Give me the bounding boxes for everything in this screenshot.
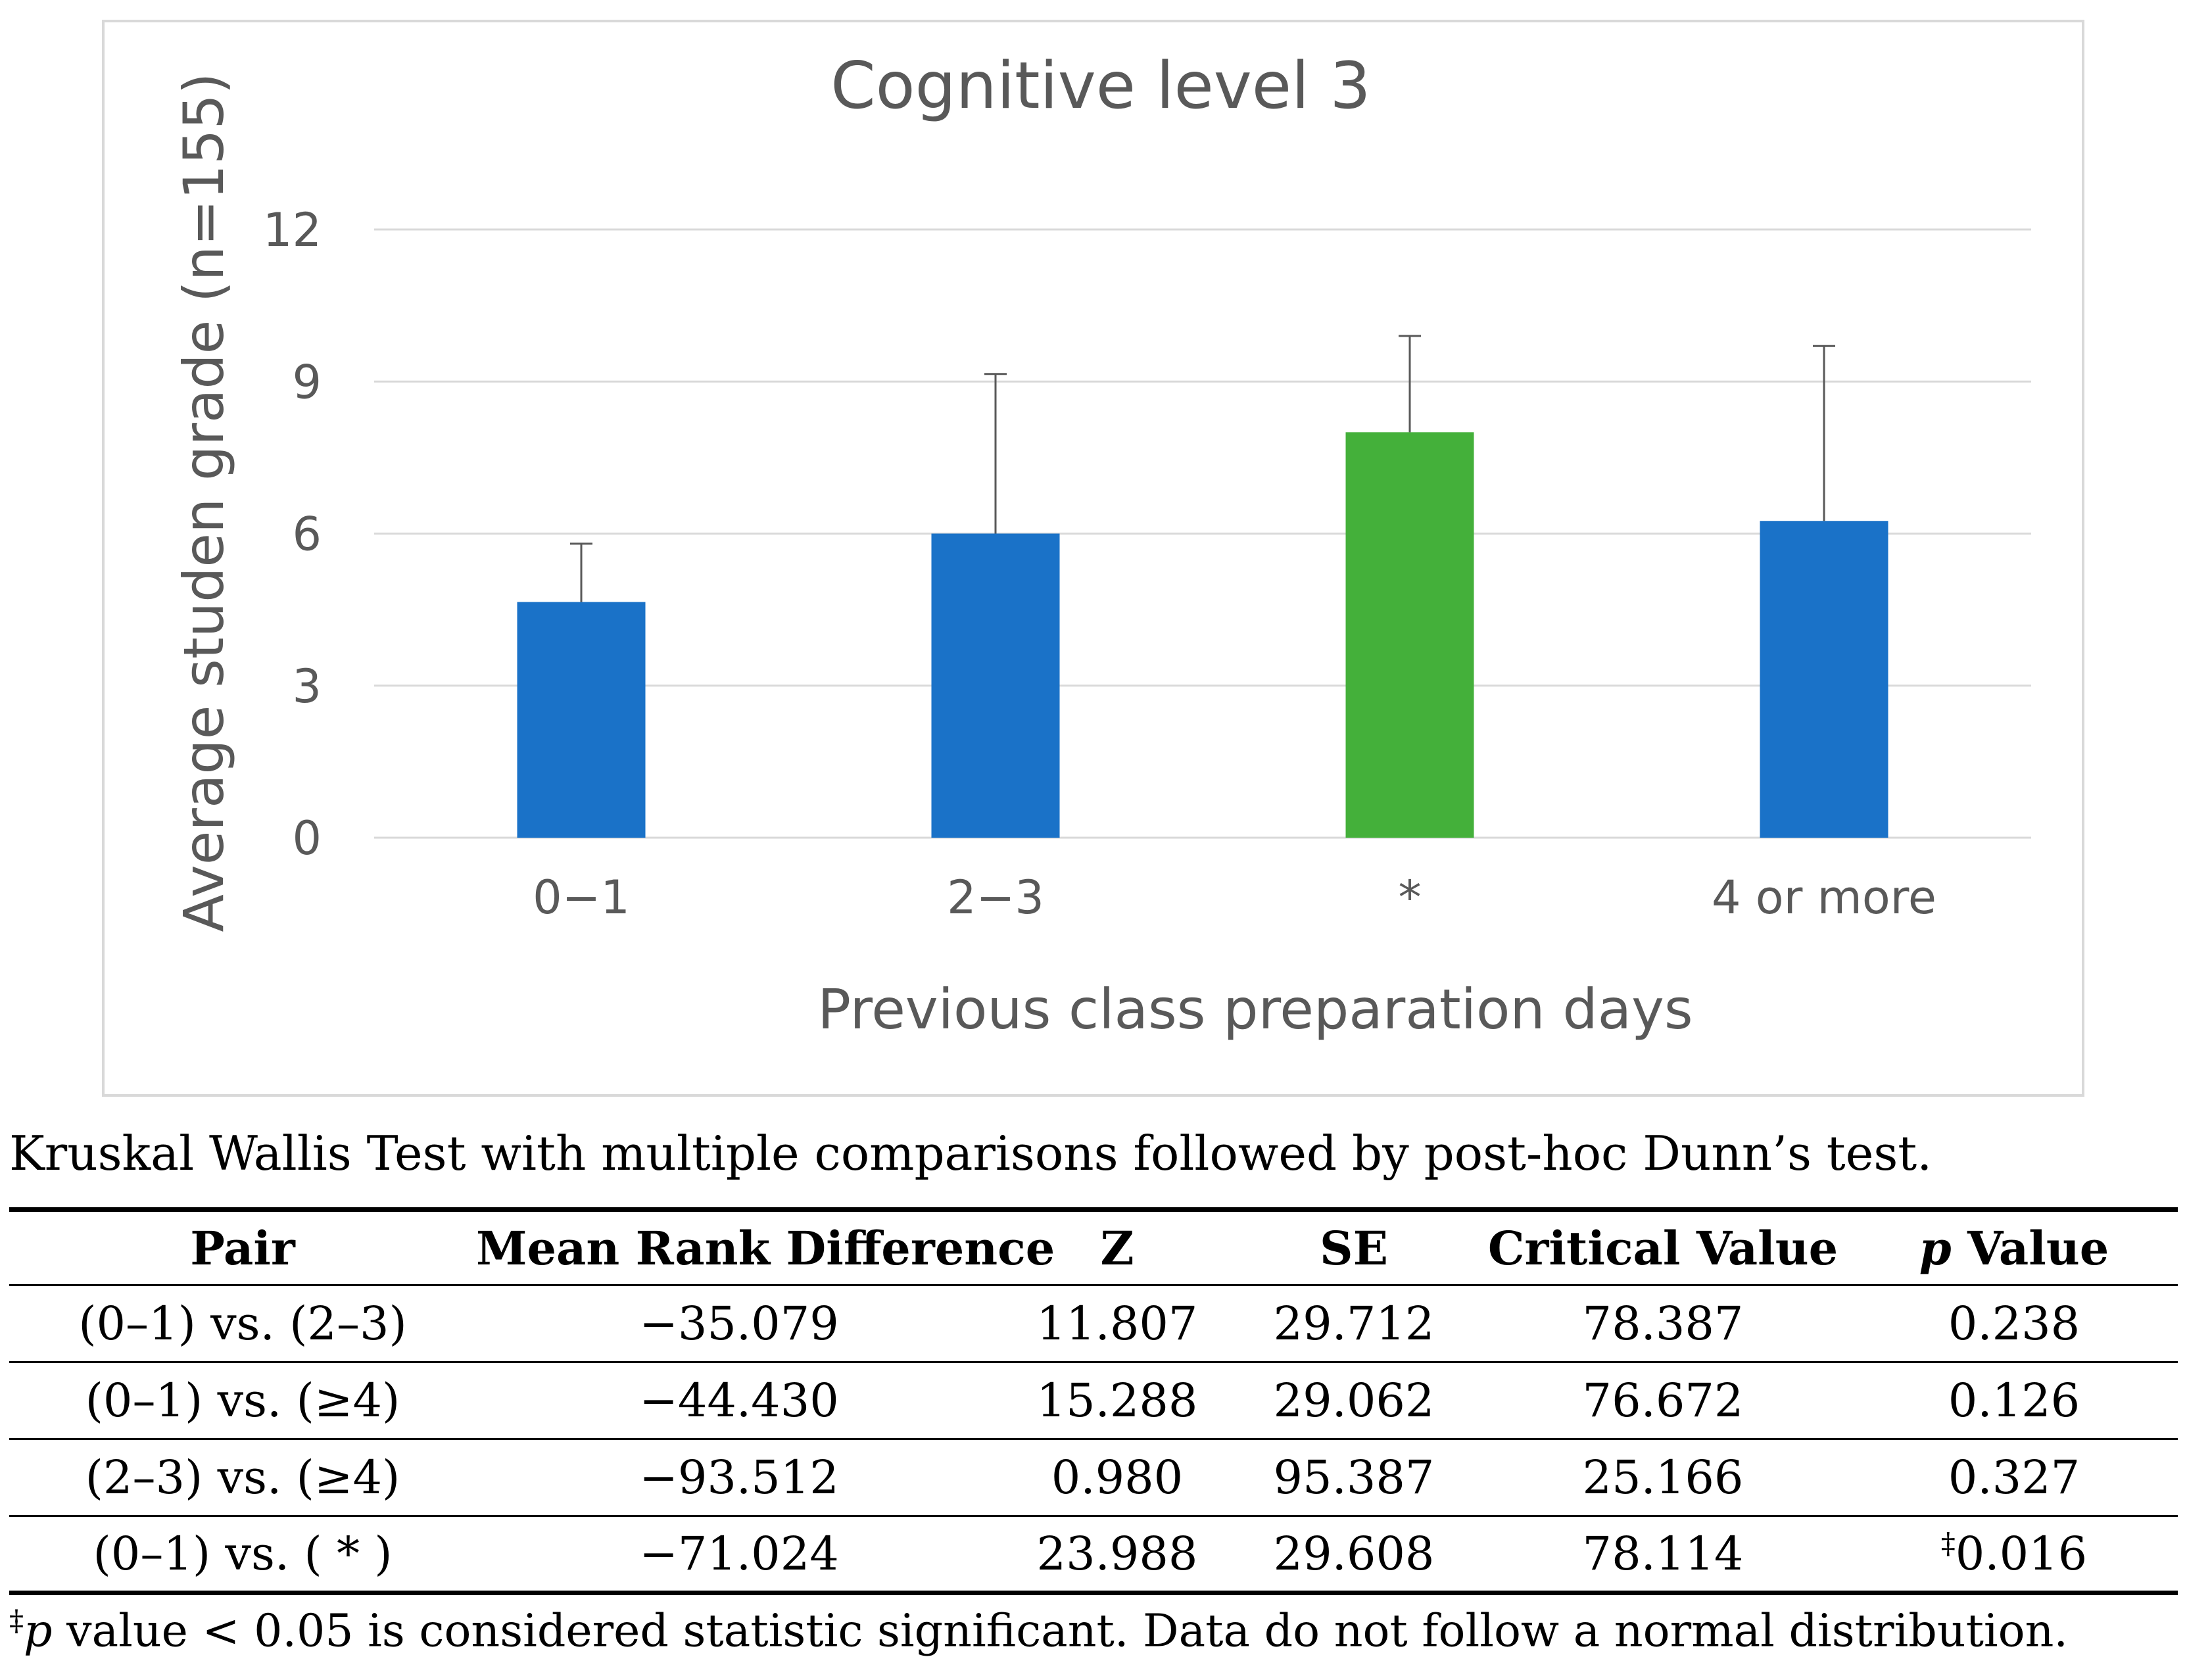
cell-se: 29.608: [1232, 1516, 1476, 1595]
p-value-text: 0.238: [1948, 1297, 2080, 1351]
bar: [1760, 521, 1888, 838]
gridlines: [374, 228, 2031, 839]
cell-mean-rank-difference: −71.024: [476, 1516, 1002, 1595]
cell-pair: (0–1) vs. (≥4): [9, 1362, 476, 1440]
header-critical-value: Critical Value: [1476, 1207, 1850, 1286]
footnote-p: p: [24, 1605, 53, 1658]
p-value-text: 0.016: [1955, 1527, 2088, 1581]
y-tick-labels: 0 3 6 9 12: [263, 203, 322, 865]
cell-pair: (2–3) vs. (≥4): [9, 1439, 476, 1517]
significance-mark: ‡: [1940, 1527, 1956, 1561]
cell-mean-rank-difference: −35.079: [476, 1285, 1002, 1363]
x-tick-label: 0−1: [533, 871, 630, 924]
bar: [931, 533, 1060, 838]
cell-pair: (0–1) vs. ( * ): [9, 1516, 476, 1595]
cell-z: 15.288: [1002, 1362, 1232, 1440]
cell-critical-value: 76.672: [1476, 1362, 1850, 1440]
cell-pair: (0–1) vs. (2–3): [9, 1285, 476, 1363]
cell-se: 29.712: [1232, 1285, 1476, 1363]
cell-p-value: ‡0.016: [1850, 1516, 2178, 1595]
bar-chart: Cognitive level 3 0 3 6 9 12 0−1 2−3 * 4 or mor…: [172, 49, 2031, 1042]
cell-z: 11.807: [1002, 1285, 1232, 1363]
footnote: ‡p value < 0.05 is considered statistic …: [9, 1604, 2068, 1658]
table-header-row: Pair Mean Rank Difference Z SE Critical …: [9, 1207, 2178, 1286]
cell-p-value: 0.327: [1850, 1439, 2178, 1517]
cell-mean-rank-difference: −44.430: [476, 1362, 1002, 1440]
x-tick-label: 2−3: [947, 871, 1044, 924]
y-axis-title: Average studen grade (n=155): [172, 72, 236, 932]
header-z: Z: [1002, 1207, 1232, 1286]
header-pair: Pair: [9, 1207, 476, 1286]
header-p-italic: p: [1919, 1220, 1952, 1276]
header-mean-rank-difference: Mean Rank Difference: [476, 1207, 1055, 1286]
bars: [517, 432, 1888, 838]
chart-title: Cognitive level 3: [830, 49, 1371, 124]
table-row: (2–3) vs. (≥4) −93.512 0.980 95.387 25.166 0.…: [9, 1439, 2178, 1517]
header-p-value: p Value: [1850, 1207, 2178, 1286]
footnote-text: value < 0.05 is considered statistic sig…: [52, 1605, 2069, 1658]
p-value-text: 0.327: [1948, 1451, 2080, 1504]
header-se: SE: [1232, 1207, 1476, 1286]
y-tick-label: 12: [263, 203, 322, 257]
table-row: (0–1) vs. ( * ) −71.024 23.988 29.608 78.114…: [9, 1516, 2178, 1595]
table-row: (0–1) vs. (2–3) −35.079 11.807 29.712 78.387…: [9, 1285, 2178, 1363]
cell-critical-value: 78.387: [1476, 1285, 1850, 1363]
cell-z: 23.988: [1002, 1516, 1232, 1595]
y-tick-label: 6: [292, 508, 322, 562]
cell-mean-rank-difference: −93.512: [476, 1439, 1002, 1517]
x-axis-title: Previous class preparation days: [817, 977, 1693, 1042]
cell-critical-value: 25.166: [1476, 1439, 1850, 1517]
x-tick-labels: 0−1 2−3 * 4 or more: [533, 871, 1936, 924]
cell-p-value: 0.238: [1850, 1285, 2178, 1363]
table-row: (0–1) vs. (≥4) −44.430 15.288 29.062 76.672 0…: [9, 1362, 2178, 1440]
p-value-text: 0.126: [1948, 1374, 2080, 1428]
cell-critical-value: 78.114: [1476, 1516, 1850, 1595]
chart-frame: Cognitive level 3 0 3 6 9 12 0−1 2−3 * 4 or mor…: [102, 20, 2084, 1097]
y-tick-label: 9: [292, 355, 322, 409]
table-caption: Kruskal Wallis Test with multiple compar…: [9, 1126, 1933, 1181]
x-tick-label: 4 or more: [1712, 871, 1936, 924]
y-tick-label: 0: [292, 811, 322, 865]
x-tick-label: *: [1399, 871, 1422, 924]
error-bars: [570, 335, 1835, 602]
cell-p-value: 0.126: [1850, 1362, 2178, 1440]
cell-z: 0.980: [1002, 1439, 1232, 1517]
header-p-rest: Value: [1951, 1220, 2109, 1276]
cell-se: 29.062: [1232, 1362, 1476, 1440]
y-tick-label: 3: [292, 660, 322, 713]
footnote-mark: ‡: [9, 1604, 24, 1638]
cell-se: 95.387: [1232, 1439, 1476, 1517]
bar: [1345, 432, 1474, 838]
dunn-test-table: Pair Mean Rank Difference Z SE Critical …: [9, 1207, 2178, 1595]
bar: [517, 602, 646, 838]
